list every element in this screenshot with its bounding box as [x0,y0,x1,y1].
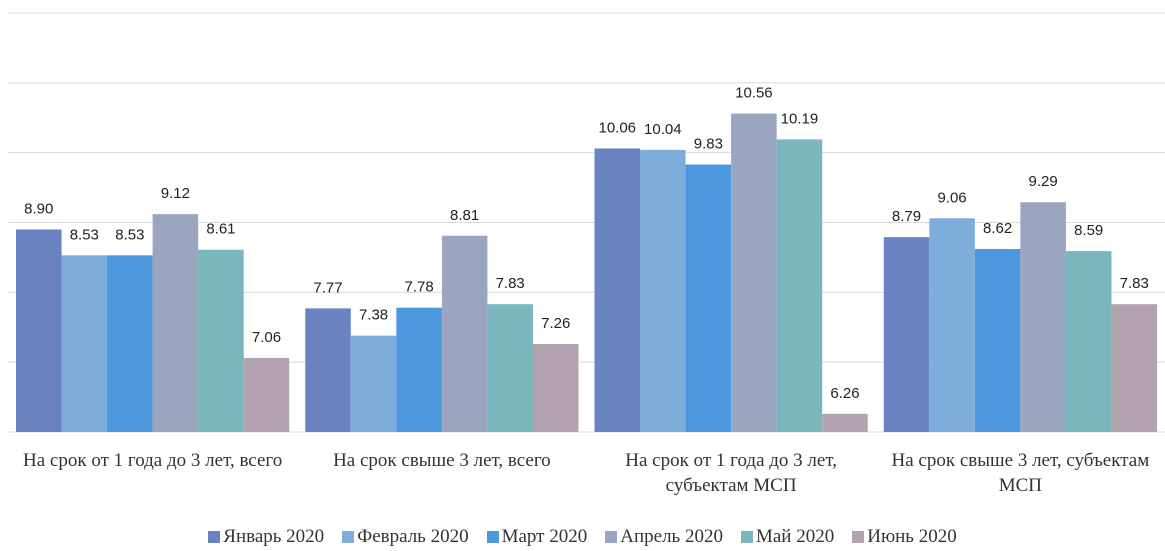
legend-swatch [852,531,865,543]
data-label: 7.83 [1120,275,1149,292]
bar [685,164,732,432]
data-label: 10.56 [735,85,773,102]
x-tick-label: На срок от 1 года до 3 лет, всего [23,450,283,471]
bar [350,335,397,432]
data-label: 8.53 [115,226,144,243]
bar [1020,202,1066,432]
legend-label: Март 2020 [501,526,588,547]
data-label: 8.90 [24,200,53,217]
data-label: 8.59 [1074,222,1103,239]
legend-swatch [740,531,753,543]
bar [16,229,62,432]
bar [152,214,199,432]
bar [640,149,686,432]
legend-item: Апрель 2020 [605,526,723,548]
legend-label: Февраль 2020 [357,526,469,547]
bar [243,357,290,432]
data-label: 7.06 [252,329,281,346]
bar [822,413,868,432]
plot-area: 8.90 7.77 10.06 8.79 8.53 7.38 10.04 9.06 8.53 7.… [8,12,1165,433]
data-label: 10.06 [598,119,636,136]
bar [1065,251,1112,432]
x-tick-label: На срок свыше 3 лет, всего [333,450,551,471]
data-label: 6.26 [830,385,859,402]
data-label: 8.53 [70,226,99,243]
legend-label: Апрель 2020 [620,526,723,547]
data-label: 8.81 [450,207,479,224]
x-tick-label: На срок свыше 3 лет, субъектам МСП [891,450,1150,496]
bar [1111,304,1157,432]
bar [198,249,244,432]
bar [974,249,1021,432]
bar [61,255,108,432]
x-tick-label: На срок от 1 года до 3 лет, субъектам МС… [625,450,837,496]
data-label: 9.06 [937,189,966,206]
data-label: 8.62 [983,220,1012,237]
bar [487,304,533,432]
bar [883,237,930,432]
legend-item: Январь 2020 [208,526,324,548]
legend-swatch [605,531,618,543]
bar [776,139,823,433]
bar [107,255,153,432]
data-label: 7.78 [405,279,434,296]
legend-item: Июнь 2020 [852,526,957,548]
legend-swatch [342,531,355,543]
legend-item: Март 2020 [486,526,588,548]
data-label: 7.77 [313,279,342,296]
legend-label: Июнь 2020 [867,526,957,547]
bar [731,113,777,432]
data-label: 7.26 [541,315,570,332]
bar [396,307,442,432]
legend-item: Февраль 2020 [342,526,469,548]
data-label: 9.29 [1029,173,1058,190]
data-label: 8.79 [892,208,921,225]
legend-label: Май 2020 [755,526,835,547]
bar [532,344,579,432]
bar [594,148,641,432]
data-label: 8.61 [206,221,235,238]
legend-label: Январь 2020 [223,526,325,547]
legend-item: Май 2020 [740,526,835,548]
legend-swatch [486,531,499,543]
bar [441,235,488,432]
data-label: 9.83 [694,136,723,153]
data-label: 10.04 [644,121,682,138]
data-label: 10.19 [781,110,819,127]
data-label: 7.38 [359,307,388,324]
bar [305,308,351,432]
bar [929,218,975,432]
data-label: 9.12 [161,185,190,202]
legend-swatch [208,531,221,543]
legend: Январь 2020 Февраль 2020 Март 2020 Апрель 2… [0,526,1165,548]
data-label: 7.83 [496,275,525,292]
